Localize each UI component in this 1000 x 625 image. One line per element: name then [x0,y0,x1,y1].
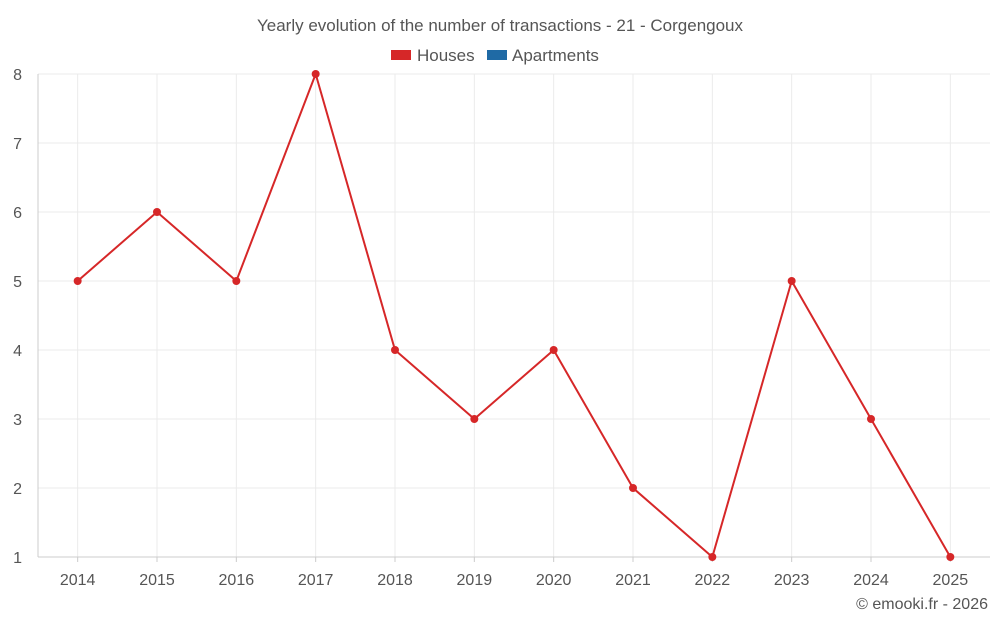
houses-point [867,415,875,423]
houses-point [232,277,241,285]
y-axis: 1 2 3 4 5 6 7 8 [13,67,39,567]
y-tick-label: 4 [13,343,22,360]
y-tick-label: 5 [13,274,22,291]
series-houses [73,70,955,561]
houses-point [629,484,637,492]
x-tick-label: 2020 [536,572,572,589]
x-tick-label: 2024 [853,572,889,589]
houses-point [153,208,161,216]
houses-point [946,553,955,561]
y-tick-label: 2 [13,481,22,498]
x-tick-label: 2015 [139,572,175,589]
houses-point [470,415,479,423]
x-axis: 2014 2015 2016 2017 2018 2019 2020 2021 2022 2023… [38,556,990,589]
legend-swatch-apartments[interactable] [487,50,507,60]
x-tick-label: 2019 [457,572,493,589]
x-tick-label: 2014 [60,572,96,589]
houses-point [311,70,320,78]
y-tick-label: 8 [13,67,22,84]
x-tick-label: 2023 [774,572,810,589]
y-tick-label: 7 [13,136,22,153]
y-tick-label: 3 [13,412,22,429]
x-tick-label: 2016 [219,572,255,589]
y-tick-label: 1 [13,550,22,567]
legend: Houses Apartments [391,46,599,65]
x-tick-label: 2025 [933,572,969,589]
legend-label-apartments[interactable]: Apartments [512,46,599,65]
houses-point [549,346,558,354]
y-tick-label: 6 [13,205,22,222]
legend-swatch-houses[interactable] [391,50,411,60]
houses-line [77,73,952,558]
x-tick-label: 2018 [377,572,413,589]
gridlines [38,73,990,557]
houses-point [787,277,796,285]
chart-title: Yearly evolution of the number of transa… [257,16,744,35]
x-tick-label: 2021 [615,572,651,589]
x-tick-label: 2022 [695,572,731,589]
houses-point [708,553,717,561]
houses-point [73,277,82,285]
credit-text: © emooki.fr - 2026 [856,596,988,613]
x-tick-label: 2017 [298,572,334,589]
houses-point [391,346,399,354]
legend-label-houses[interactable]: Houses [417,46,475,65]
